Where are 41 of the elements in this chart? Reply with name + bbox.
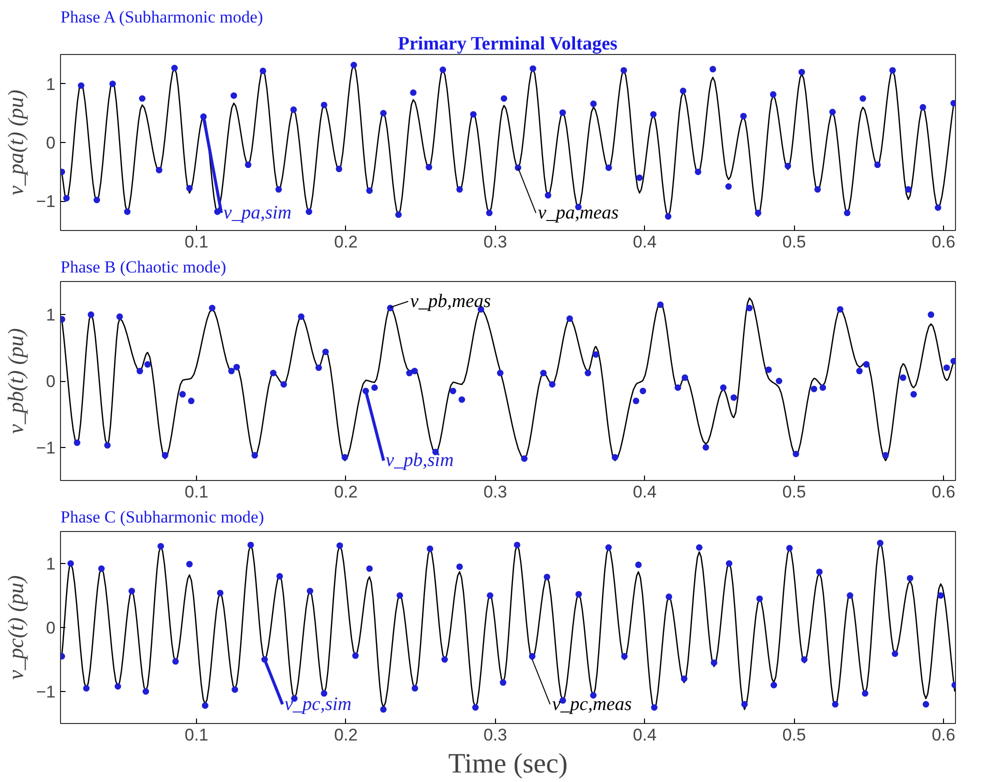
x-tick-label: 0.1 (184, 726, 208, 744)
y-tick-label: 0 (46, 618, 56, 638)
annotation: v_pc,meas (552, 694, 632, 715)
x-tick-label: 0.5 (782, 482, 806, 502)
y-tick-label: −1 (36, 438, 56, 458)
chart-title: Phase A (Subharmonic mode) (60, 8, 264, 26)
x-tick-label: 0.4 (632, 482, 657, 502)
y-axis-title: v_pb(t) (pu) (3, 328, 28, 434)
x-axis-title: Time (sec) (448, 748, 568, 780)
y-tick-label: −1 (36, 682, 56, 702)
x-tick-label: 0.2 (334, 482, 358, 502)
annotation: v_pb,sim (386, 450, 454, 472)
x-tick-label: 0.6 (932, 232, 956, 252)
y-tick-label: 1 (46, 554, 56, 574)
x-tick-label: 0.2 (334, 726, 358, 744)
annotation: v_pa,meas (538, 202, 619, 224)
y-tick-label: 0 (46, 372, 56, 391)
chart-subtitle: Primary Terminal Voltages (398, 34, 618, 54)
chart-title: Phase C (Subharmonic mode) (60, 508, 264, 526)
y-tick-label: 1 (46, 306, 56, 325)
x-tick-label: 0.2 (334, 232, 358, 252)
x-tick-label: 0.3 (483, 726, 508, 744)
x-tick-label: 0.1 (184, 232, 208, 252)
annotation: v_pb,meas (410, 290, 491, 312)
x-tick-label: 0.1 (184, 482, 208, 502)
x-tick-label: 0.4 (632, 726, 657, 744)
x-tick-label: 0.3 (483, 482, 508, 502)
chart-title: Phase B (Chaotic mode) (60, 258, 226, 276)
x-tick-label: 0.4 (632, 232, 657, 252)
y-axis-title: v_pa(t) (pu) (3, 90, 28, 196)
y-tick-label: 1 (46, 74, 56, 94)
x-tick-label: 0.5 (782, 726, 806, 744)
annotation: v_pa,sim (223, 202, 292, 224)
annotation: v_pc,sim (284, 694, 352, 715)
y-tick-label: 0 (46, 134, 56, 152)
x-tick-label: 0.6 (932, 726, 956, 744)
x-tick-label: 0.5 (782, 232, 806, 252)
x-tick-label: 0.6 (932, 482, 956, 502)
y-tick-label: −1 (36, 192, 56, 212)
x-tick-label: 0.3 (483, 232, 508, 252)
y-axis-title: v_pc(t) (pu) (3, 575, 28, 680)
